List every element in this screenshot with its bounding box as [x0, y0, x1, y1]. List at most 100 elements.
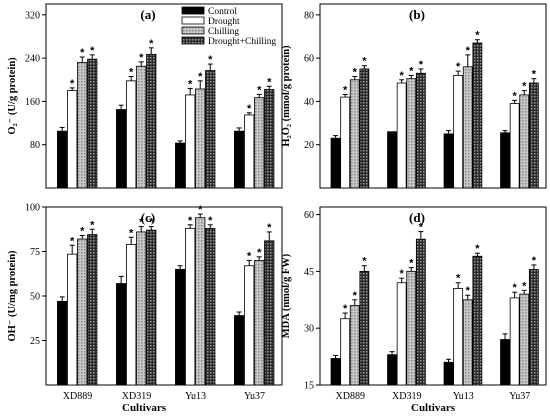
significance-star: *: [409, 258, 414, 270]
bar-drought-yu13: [453, 288, 464, 386]
significance-star: *: [409, 65, 414, 77]
bar-control-yu13: [175, 142, 186, 189]
bar-control-xd319: [116, 109, 127, 189]
significance-star: *: [532, 255, 537, 267]
bar-control-yu37: [500, 132, 510, 189]
bar-control-yu37: [500, 339, 510, 386]
bar-drought-yu37: [509, 297, 520, 386]
significance-star: *: [400, 70, 405, 82]
bar-chilling-xd889: [77, 62, 88, 189]
significance-star: *: [90, 45, 95, 57]
x-tick-label: XD319: [122, 391, 151, 402]
bar-drought-chilling-yu37: [264, 89, 275, 189]
significance-star: *: [456, 273, 461, 285]
bar-drought-chilling-yu37: [528, 82, 539, 189]
legend-entry: Drought+Chilling: [208, 37, 276, 47]
plot-frame: [319, 3, 547, 189]
significance-star: *: [343, 303, 348, 315]
significance-star: *: [513, 90, 518, 102]
bar-drought-yu37: [244, 265, 255, 386]
significance-star: *: [149, 217, 154, 229]
x-axis-title: Cultivars: [411, 402, 456, 414]
bar-chilling-yu13: [462, 66, 473, 189]
bar-chilling-xd319: [136, 65, 147, 189]
significance-star: *: [247, 250, 252, 262]
significance-star: *: [522, 280, 527, 292]
significance-star: *: [267, 76, 272, 88]
bar-control-yu13: [443, 133, 454, 189]
bar-drought-chilling-yu13: [205, 70, 216, 189]
legend-entry: Drought: [208, 17, 240, 27]
y-axis-title: OH⁻ (U/mg protein): [7, 250, 18, 342]
bar-drought-chilling-xd889: [87, 58, 98, 189]
bar-drought-yu13: [453, 75, 464, 189]
x-tick-label: Yu37: [509, 391, 530, 402]
x-tick-label: Yu37: [244, 391, 265, 402]
significance-star: *: [198, 71, 203, 83]
significance-star: *: [257, 247, 262, 259]
y-tick-label: 30: [304, 324, 314, 335]
significance-star: *: [419, 222, 424, 234]
significance-star: *: [129, 227, 134, 239]
bar-drought-xd889: [340, 96, 351, 189]
bar-drought-chilling-xd319: [146, 53, 157, 189]
significance-star: *: [139, 217, 144, 229]
significance-star: *: [400, 268, 405, 280]
significance-star: *: [475, 243, 480, 255]
plot-frame: [45, 3, 283, 189]
significance-star: *: [522, 81, 527, 93]
significance-star: *: [70, 78, 75, 90]
bar-control-yu13: [175, 268, 186, 386]
bar-control-xd319: [116, 283, 127, 386]
bar-drought-chilling-yu13: [472, 255, 483, 386]
legend-entry: Chilling: [208, 27, 239, 37]
significance-star: *: [80, 225, 85, 237]
x-tick-label: XD319: [392, 391, 421, 402]
bar-chilling-yu37: [254, 259, 265, 386]
plot-frame: [319, 206, 547, 386]
bar-drought-chilling-yu37: [528, 269, 539, 386]
bar-chilling-xd319: [136, 231, 147, 386]
significance-star: *: [466, 45, 471, 57]
bar-drought-chilling-xd889: [359, 270, 370, 386]
significance-star: *: [188, 78, 193, 90]
y-tick-label: 60: [304, 54, 314, 65]
bar-drought-chilling-xd319: [415, 238, 426, 386]
significance-star: *: [456, 61, 461, 73]
bar-drought-yu13: [185, 94, 196, 189]
significance-star: *: [208, 215, 213, 227]
y-axis-title: MDA (nmol/g FW): [281, 253, 292, 338]
legend-swatch: [181, 6, 205, 15]
panel-2: 20 40 60 80 H₂O₂ (mmol/g protein) (b) * * * * * * * *…: [281, 3, 547, 189]
significance-star: *: [362, 56, 367, 68]
y-tick-label: 45: [304, 267, 314, 278]
bar-drought-yu37: [509, 103, 520, 189]
bar-chilling-xd889: [77, 238, 88, 386]
x-tick-label: XD889: [63, 391, 92, 402]
bar-control-xd889: [57, 300, 68, 386]
bar-control-xd319: [387, 354, 397, 386]
bar-control-xd889: [330, 137, 341, 189]
bar-drought-xd319: [396, 82, 407, 189]
significance-star: *: [70, 235, 75, 247]
y-tick-label: 20: [304, 140, 314, 151]
significance-star: *: [208, 54, 213, 66]
legend-entry: Control: [208, 7, 237, 17]
bar-drought-xd319: [396, 282, 407, 386]
x-tick-label: Yu13: [185, 391, 206, 402]
legend-swatch: [181, 36, 205, 45]
panel-1: 80 160 240 320 O₂⁻ (U/g protein) (a) * * * * * * * * *…: [7, 3, 283, 189]
panel-label: (c): [141, 210, 155, 225]
significance-star: *: [532, 69, 537, 81]
bar-control-yu37: [234, 315, 245, 386]
y-axis-title: H₂O₂ (mmol/g protein): [281, 45, 292, 147]
y-tick-label: 80: [30, 140, 40, 151]
y-tick-label: 25: [30, 336, 40, 347]
bar-drought-yu13: [185, 227, 196, 386]
bar-control-yu37: [234, 130, 245, 189]
bar-chilling-xd889: [349, 79, 360, 189]
x-tick-label: XD889: [336, 391, 365, 402]
significance-star: *: [362, 256, 367, 268]
